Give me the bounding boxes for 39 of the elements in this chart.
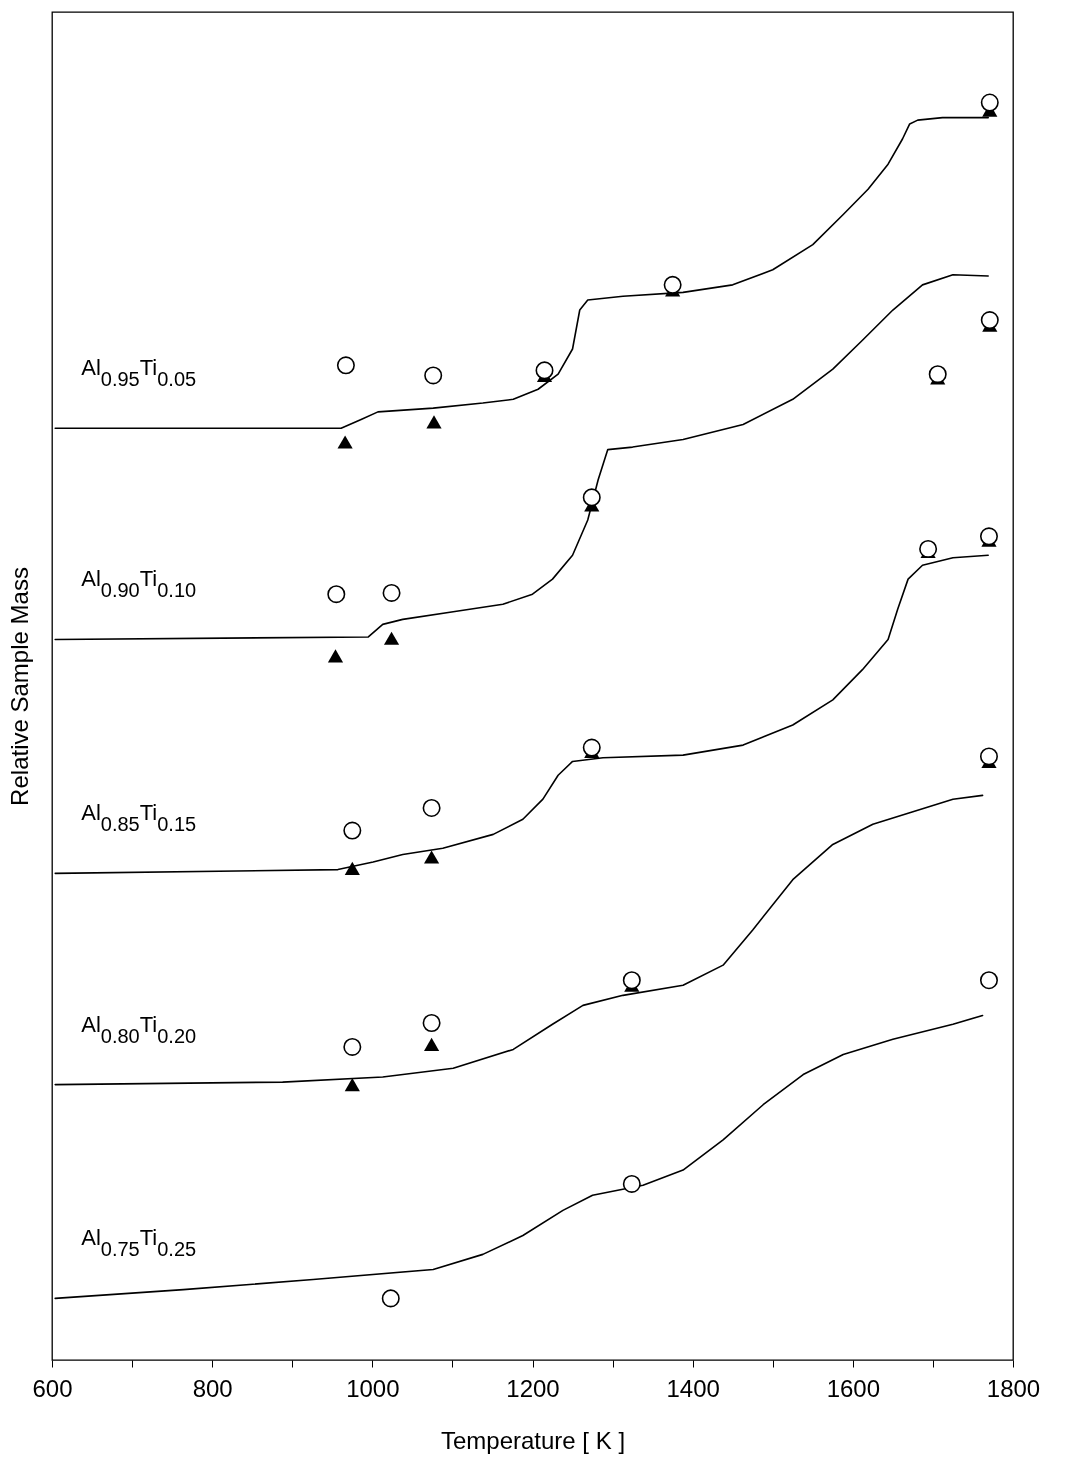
x-tick-label: 1000 [346,1374,400,1402]
y-axis-title: Relative Sample Mass [5,567,33,806]
point [919,539,938,558]
point [979,971,998,990]
point [535,361,554,380]
point [426,415,442,429]
point [343,821,362,840]
point [424,366,443,385]
point [622,1174,641,1193]
point [337,435,353,449]
x-tick-label: 800 [192,1374,233,1402]
point [336,356,355,375]
point [979,747,998,766]
x-axis-title: Temperature [ K ] [440,1426,626,1454]
point [344,1078,360,1092]
x-tick-label: 1200 [506,1374,560,1402]
point [979,527,998,546]
point [424,850,440,864]
x-tick-label: 600 [32,1374,73,1402]
point [383,631,400,645]
x-tick-label: 1800 [986,1374,1041,1402]
point [343,1037,362,1056]
point [327,649,344,663]
point [381,1289,400,1308]
point [582,738,601,757]
point [582,488,601,507]
point [422,1014,441,1032]
point [382,583,401,602]
x-tick-label: 1400 [666,1374,720,1402]
point [344,861,360,875]
point [327,585,346,604]
point [622,971,641,990]
point [980,93,999,112]
point [980,311,999,330]
point [422,798,441,817]
x-tick-label: 1600 [826,1374,881,1402]
point [424,1037,440,1051]
point [928,365,947,384]
point [663,275,682,294]
